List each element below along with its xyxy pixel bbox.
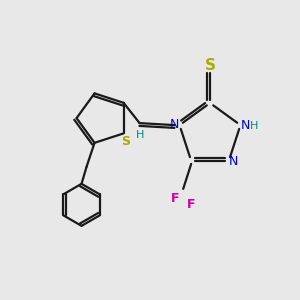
Text: S: S (121, 135, 130, 148)
Text: F: F (171, 192, 179, 206)
Text: N: N (170, 118, 179, 130)
Text: H: H (135, 130, 144, 140)
Text: S: S (205, 58, 215, 74)
Text: H: H (250, 121, 259, 131)
Text: N: N (241, 118, 250, 132)
Text: N: N (229, 155, 239, 168)
Text: F: F (187, 198, 195, 212)
